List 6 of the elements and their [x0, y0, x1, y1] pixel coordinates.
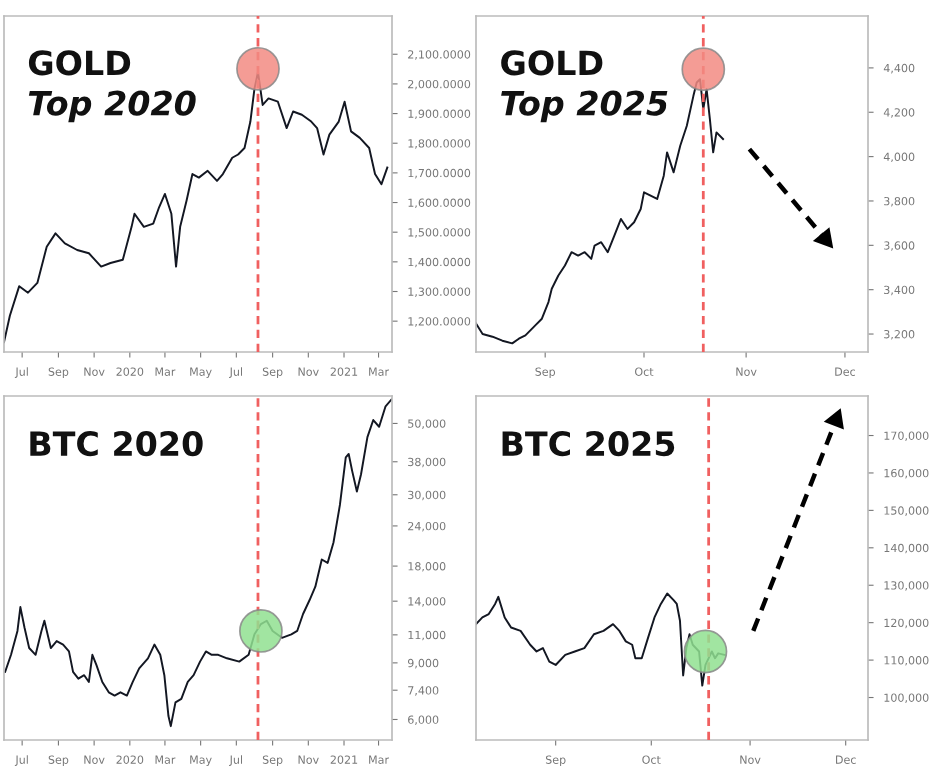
text: BTC 2025 — [502, 430, 675, 457]
text: Top 2025 — [501, 90, 668, 123]
text: GOLD — [28, 50, 131, 76]
text: BTC 2020 — [30, 430, 203, 457]
text: Top 2020 — [28, 90, 196, 123]
text: GOLD — [501, 50, 603, 76]
